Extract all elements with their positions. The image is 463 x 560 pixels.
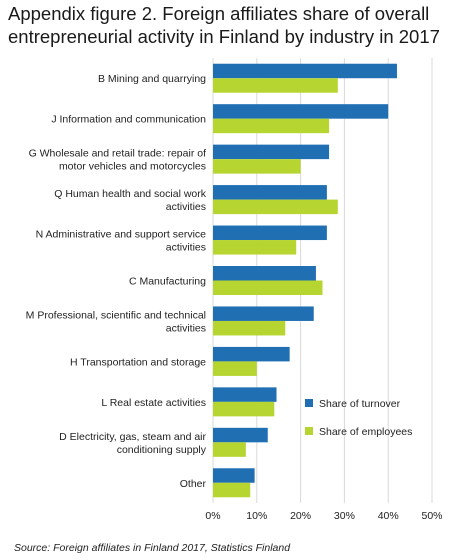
chart-title-line-1: Appendix figure 2. Foreign affiliates sh… (8, 3, 430, 24)
bar-employees (213, 78, 338, 93)
bar-employees (213, 482, 251, 498)
x-tick-label: 40% (378, 510, 399, 522)
x-tick-label: 50% (421, 510, 442, 522)
source-note: Source: Foreign affiliates in Finland 20… (14, 542, 291, 554)
x-axis-ticks: 0% 10% 20% 30% 40% 50% (205, 510, 442, 522)
bar-turnover (213, 306, 314, 321)
category-label: Q Human health and social work activities (54, 188, 206, 213)
category-label: B Mining and quarrying (98, 73, 206, 85)
category-label-line: N Administrative and support service (36, 229, 207, 241)
category-label: Other (180, 478, 207, 490)
bar-turnover (213, 104, 389, 119)
bar-turnover (213, 63, 397, 79)
category-label: N Administrative and support service acti… (36, 229, 207, 254)
bar-employees (213, 401, 275, 417)
bar-turnover (213, 387, 277, 402)
bar-chart: B Mining and quarrying J Information and … (26, 58, 443, 522)
bar-employees (213, 199, 338, 215)
category-label-line: activities (166, 201, 206, 213)
legend-label: Share of turnover (319, 398, 401, 410)
category-label-line: L Real estate activities (101, 397, 206, 409)
category-label-line: conditioning supply (117, 444, 207, 456)
legend-swatch (305, 399, 313, 407)
category-label-line: Q Human health and social work (54, 188, 206, 200)
category-label-line: D Electricity, gas, steam and air (59, 431, 206, 443)
category-label: M Professional, scientific and technical… (26, 309, 206, 334)
bar-turnover (213, 427, 268, 443)
bar-turnover (213, 266, 316, 281)
x-tick-label: 10% (246, 510, 267, 522)
category-label-line: activities (166, 242, 206, 254)
bar-employees (213, 320, 286, 336)
x-tick-label: 20% (290, 510, 311, 522)
bar-turnover (213, 346, 290, 362)
legend: Share of turnover Share of employees (305, 398, 412, 438)
legend-swatch (305, 427, 313, 435)
legend-label: Share of employees (319, 426, 412, 438)
category-label-line: activities (166, 322, 206, 334)
category-label: D Electricity, gas, steam and air conditi… (59, 431, 207, 456)
bar-employees (213, 159, 301, 174)
chart-title: Appendix figure 2. Foreign affiliates sh… (8, 2, 458, 48)
category-label: C Manufacturing (129, 276, 206, 288)
category-label-line: C Manufacturing (129, 276, 206, 288)
bar-turnover (213, 144, 330, 160)
bar-employees (213, 442, 246, 457)
bar-employees (213, 361, 257, 376)
bar-employees (213, 280, 323, 295)
category-label: J Information and communication (51, 114, 206, 126)
bar-turnover (213, 468, 255, 483)
category-label-line: G Wholesale and retail trade: repair of (29, 148, 207, 160)
category-label-line: J Information and communication (51, 114, 206, 126)
category-labels: B Mining and quarrying J Information and … (26, 73, 207, 490)
x-tick-label: 30% (334, 510, 355, 522)
category-label-line: H Transportation and storage (70, 356, 206, 368)
category-label: G Wholesale and retail trade: repair of m… (29, 148, 207, 173)
bar-employees (213, 240, 297, 255)
category-label-line: M Professional, scientific and technical (26, 309, 206, 321)
category-label-line: Other (180, 478, 207, 490)
bars (213, 63, 397, 498)
category-label-line: B Mining and quarrying (98, 73, 206, 85)
chart-title-line-2: entrepreneurial activity in Finland by i… (8, 26, 440, 47)
bar-turnover (213, 225, 327, 241)
category-label: L Real estate activities (101, 397, 206, 409)
bar-turnover (213, 185, 327, 200)
x-tick-label: 0% (205, 510, 220, 522)
category-label-line: motor vehicles and motorcycles (59, 161, 206, 173)
category-label: H Transportation and storage (70, 356, 206, 368)
bar-employees (213, 118, 330, 134)
